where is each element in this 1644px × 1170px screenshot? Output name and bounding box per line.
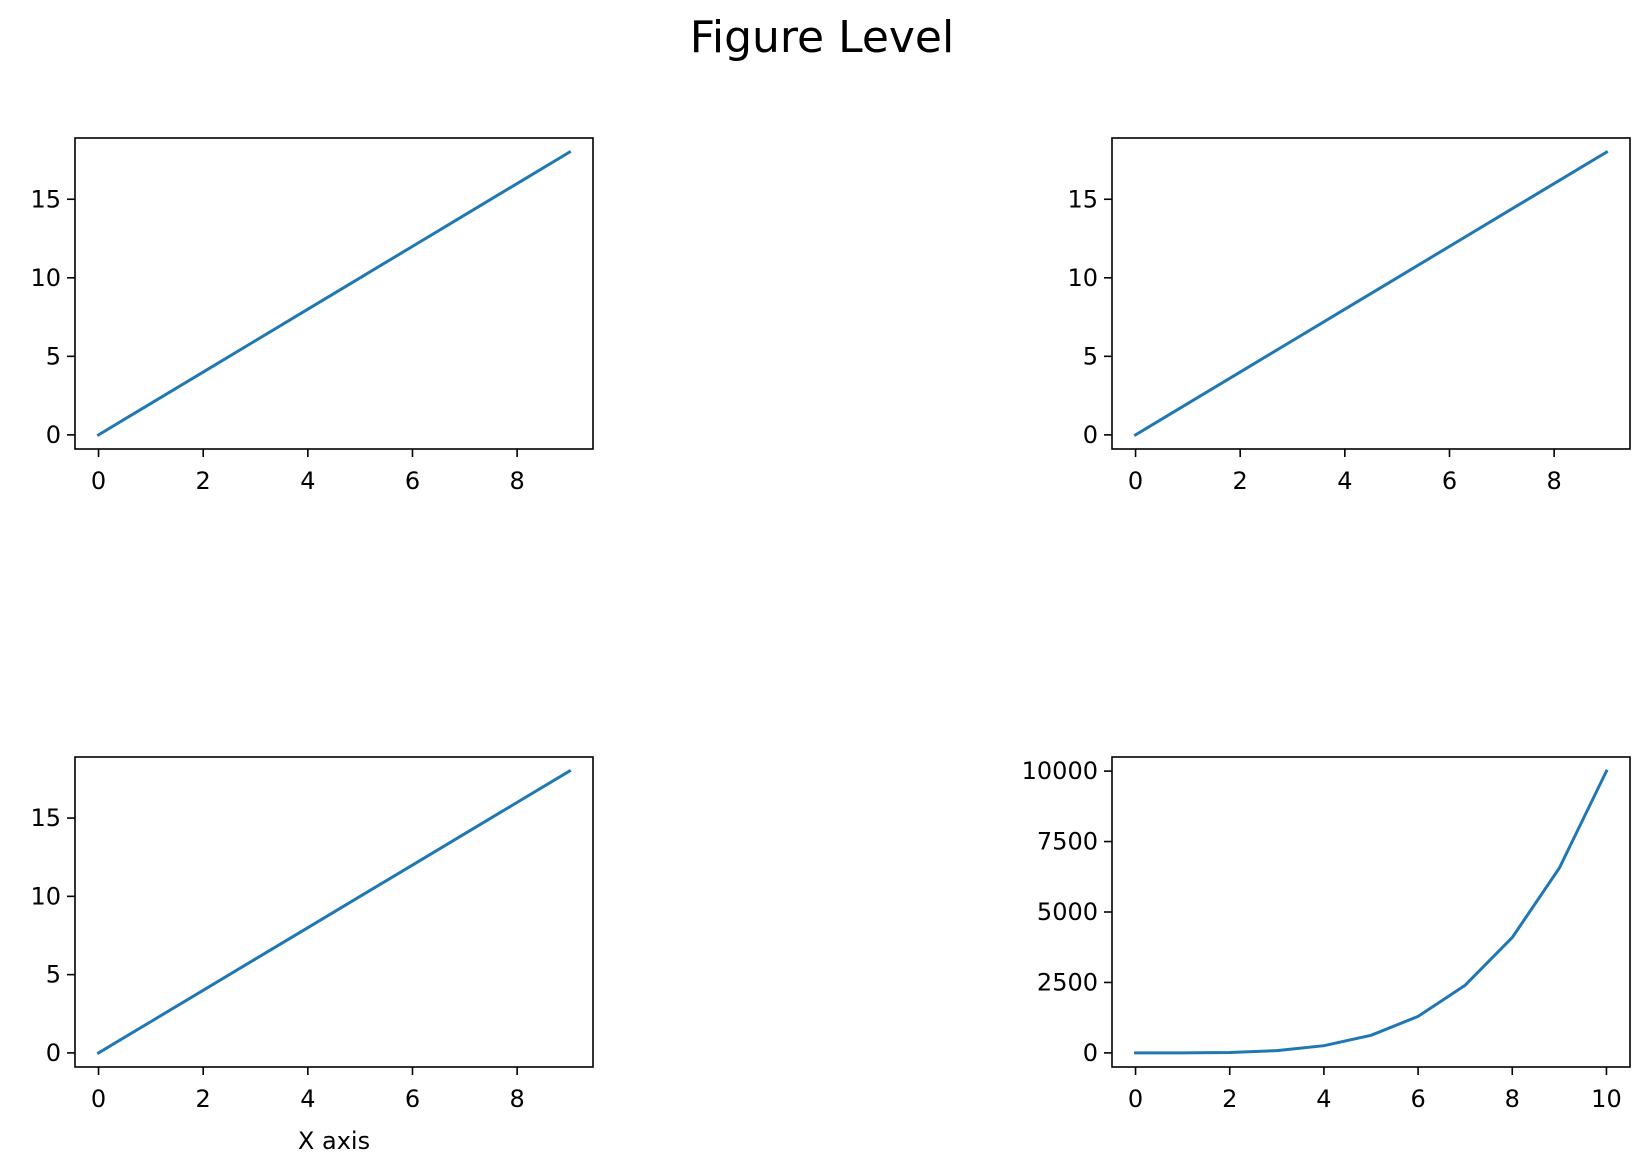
x-axis-label: X axis: [298, 1127, 370, 1155]
y-tick-label: 5: [46, 961, 61, 989]
y-tick-label: 10: [30, 264, 61, 292]
y-tick-label: 15: [30, 185, 61, 213]
y-tick-label: 0: [1083, 421, 1098, 449]
axes-frame: [74, 756, 594, 1068]
y-tick-label: 10: [1067, 264, 1098, 292]
x-tick-label: 6: [405, 467, 420, 495]
x-tick-label: 8: [1505, 1085, 1520, 1113]
x-tick-label: 4: [1316, 1085, 1331, 1113]
subplot-top-left: 0 2 4 6 8 0 5 10 15: [30, 137, 594, 495]
x-tick-label: 2: [1233, 467, 1248, 495]
series-line: [96, 150, 572, 437]
axes-frame: [1111, 756, 1631, 1068]
y-tick-label: 10000: [1022, 757, 1098, 785]
x-tick-label: 4: [300, 1085, 315, 1113]
x-tick-label: 8: [1546, 467, 1561, 495]
axes-frame: [1111, 137, 1631, 450]
x-tick-label: 2: [196, 467, 211, 495]
x-tick-label: 4: [300, 467, 315, 495]
y-tick-label: 15: [1067, 185, 1098, 213]
x-tick-label: 0: [91, 467, 106, 495]
x-tick-label: 4: [1337, 467, 1352, 495]
y-tick-label: 0: [46, 1039, 61, 1067]
x-tick-label: 6: [405, 1085, 420, 1113]
y-tick-label: 0: [1083, 1039, 1098, 1067]
y-tick-label: 0: [46, 421, 61, 449]
y-tick-label: 7500: [1037, 828, 1098, 856]
x-tick-label: 2: [1222, 1085, 1237, 1113]
series-line: [1134, 769, 1609, 1055]
x-tick-label: 0: [1128, 467, 1143, 495]
subplot-bottom-left: 0 2 4 6 8 0 5 10 15 X axis: [30, 756, 594, 1155]
y-tick-label: 15: [30, 804, 61, 832]
y-tick-label: 5: [1083, 342, 1098, 370]
x-tick-label: 8: [509, 467, 524, 495]
y-tick-label: 5: [46, 342, 61, 370]
x-tick-label: 2: [196, 1085, 211, 1113]
y-tick-label: 2500: [1037, 968, 1098, 996]
x-tick-label: 0: [1128, 1085, 1143, 1113]
series-line: [1133, 150, 1609, 437]
y-tick-label: 5000: [1037, 898, 1098, 926]
axes-frame: [74, 137, 594, 450]
x-tick-label: 6: [1442, 467, 1457, 495]
figure-title: Figure Level: [689, 12, 955, 63]
x-tick-label: 0: [91, 1085, 106, 1113]
x-tick-label: 8: [509, 1085, 524, 1113]
subplot-bottom-right: 0 2 4 6 8 10 0 2500 5000 7500 10000: [1022, 756, 1631, 1113]
series-line: [96, 769, 572, 1055]
x-tick-label: 10: [1591, 1085, 1622, 1113]
y-tick-label: 10: [30, 882, 61, 910]
subplot-top-right: 0 2 4 6 8 0 5 10 15: [1067, 137, 1631, 495]
x-tick-label: 6: [1410, 1085, 1425, 1113]
